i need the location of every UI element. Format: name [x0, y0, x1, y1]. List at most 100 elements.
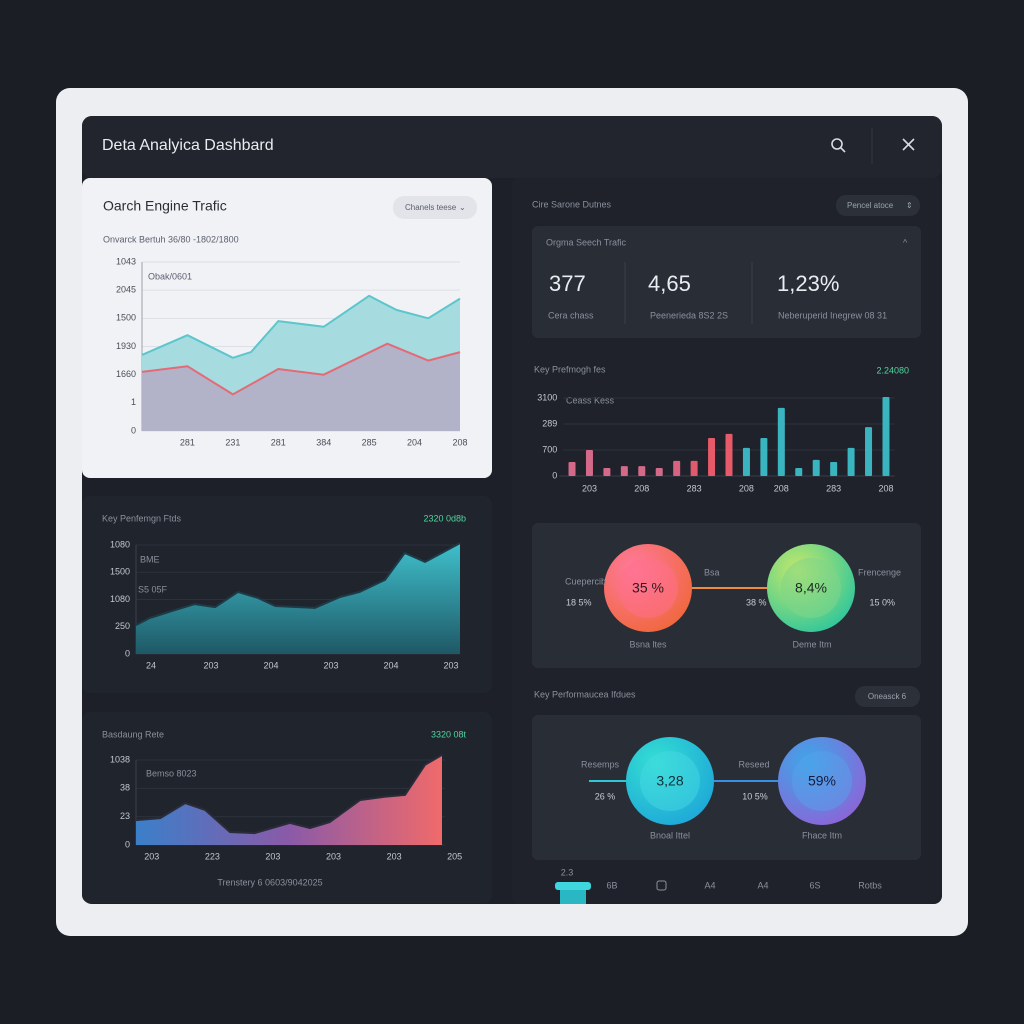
y-tick-label: 1: [131, 397, 136, 407]
bar: [812, 459, 820, 476]
series-line: [135, 754, 443, 835]
series-area: [136, 754, 442, 845]
chart-annotation: Obak/0601: [148, 271, 192, 281]
active-tab[interactable]: [555, 882, 591, 890]
x-tick-label: 281: [271, 437, 286, 447]
x-tick-label: 281: [180, 437, 195, 447]
tab[interactable]: 6B: [606, 880, 617, 890]
x-tick-label: 283: [826, 483, 841, 493]
x-tick-label: 384: [316, 437, 331, 447]
ring-value: 59%: [808, 773, 836, 789]
filter-button[interactable]: [855, 686, 920, 707]
button-icon: ⌄: [459, 203, 466, 212]
filter-button[interactable]: [393, 196, 477, 219]
traffic-chart: 0 1 1660 1930 1500 2045 1043 281 231 281 384 285 204…: [116, 256, 468, 447]
side-label: Bsa: [704, 567, 720, 577]
y-tick-label: 38: [120, 783, 130, 793]
ring-value: 3,28: [656, 773, 683, 789]
button-label: Oneasck 6: [868, 692, 907, 701]
tab[interactable]: 6S: [809, 880, 820, 890]
bar: [795, 467, 803, 476]
header-bar: [82, 116, 942, 178]
bar: [777, 407, 785, 476]
tab[interactable]: Rotbs: [858, 880, 882, 890]
collapse-icon[interactable]: ^: [903, 237, 908, 247]
panel-footer: Trenstery 6 0603/9042025: [217, 877, 322, 887]
metric-label: Peenerieda 8S2 2S: [650, 310, 728, 320]
y-tick-label: 3100: [537, 392, 557, 402]
bar: [708, 438, 716, 476]
rings-card: [532, 523, 921, 668]
x-tick-label: 208: [774, 483, 789, 493]
x-tick-label: 208: [634, 483, 649, 493]
y-tick-label: 1038: [110, 754, 130, 764]
tab-icon[interactable]: [656, 880, 667, 891]
x-tick-label: 205: [447, 851, 462, 861]
x-tick-label: 204: [263, 660, 278, 670]
y-tick-label: 1500: [116, 313, 136, 323]
x-tick-label: 203: [265, 851, 280, 861]
side-label: Cuepercib: [565, 576, 606, 586]
chart-annotation: S5 05F: [138, 584, 168, 594]
y-tick-label: 1080: [110, 539, 130, 549]
search-button[interactable]: [831, 138, 846, 153]
ring-inner: [781, 558, 841, 618]
series-area: [136, 543, 460, 654]
section-title: Cire Sarone Dutnes: [532, 199, 612, 209]
bar: [655, 467, 663, 476]
bar: [847, 447, 855, 476]
side-value: 15 0%: [869, 597, 895, 607]
x-tick-label: 203: [387, 851, 402, 861]
x-tick-label: 208: [452, 437, 467, 447]
y-tick-label: 250: [115, 621, 130, 631]
filter-button[interactable]: [836, 195, 920, 216]
x-tick-label: 203: [323, 660, 338, 670]
section-badge: 2.24080: [876, 365, 909, 375]
ring-inner: [640, 751, 700, 811]
side-label: Reseed: [738, 759, 769, 769]
bar: [638, 466, 646, 476]
x-tick-label: 223: [205, 851, 220, 861]
x-tick-label: 208: [739, 483, 754, 493]
series-line: [135, 542, 461, 626]
tab-caption: 2.3: [561, 867, 574, 877]
bar: [603, 467, 611, 476]
bar: [673, 460, 681, 476]
tab[interactable]: A4: [757, 880, 768, 890]
ring-caption: Fhace Itm: [802, 830, 842, 840]
metric-value: 1,23%: [777, 271, 839, 296]
series-line: [141, 342, 461, 396]
x-tick-label: 203: [443, 660, 458, 670]
y-tick-label: 1660: [116, 369, 136, 379]
active-tab-base: [560, 890, 586, 904]
ring-value: 35 %: [632, 580, 664, 596]
x-tick-label: 203: [144, 851, 159, 861]
ring-caption: Deme Itm: [792, 639, 831, 649]
button-icon: ⇕: [906, 201, 913, 210]
panel-subtitle: Onvarck Bertuh 36/80 -1802/1800: [103, 234, 239, 244]
kpi-bar-chart: 0 700 289 3100 203 208 283 208 208 283 208: [537, 392, 895, 493]
header-title: Deta Analyica Dashbard: [102, 137, 274, 154]
panel-title: Oarch Engine Trafic: [103, 198, 227, 214]
y-tick-label: 289: [542, 418, 557, 428]
section-title: Key Performaucea Ifdues: [534, 689, 636, 699]
panel-badge: 2320 0d8b: [423, 513, 466, 523]
ring-inner: [792, 751, 852, 811]
ring-caption: Bsna ltes: [629, 639, 667, 649]
chart-annotation: BME: [140, 554, 160, 564]
close-button[interactable]: [902, 138, 915, 151]
y-tick-label: 0: [131, 425, 136, 435]
bar: [690, 460, 698, 476]
bar: [620, 466, 628, 476]
x-tick-label: 24: [146, 660, 156, 670]
series-area: [142, 343, 460, 431]
bar: [865, 427, 873, 476]
y-tick-label: 0: [125, 648, 130, 658]
side-value: 26 %: [595, 791, 616, 801]
x-tick-label: 203: [326, 851, 341, 861]
tab[interactable]: A4: [704, 880, 715, 890]
series-line: [141, 294, 461, 359]
y-tick-label: 1930: [116, 341, 136, 351]
side-label: Frencenge: [858, 567, 901, 577]
chart-annotation: Bemso 8023: [146, 768, 197, 778]
